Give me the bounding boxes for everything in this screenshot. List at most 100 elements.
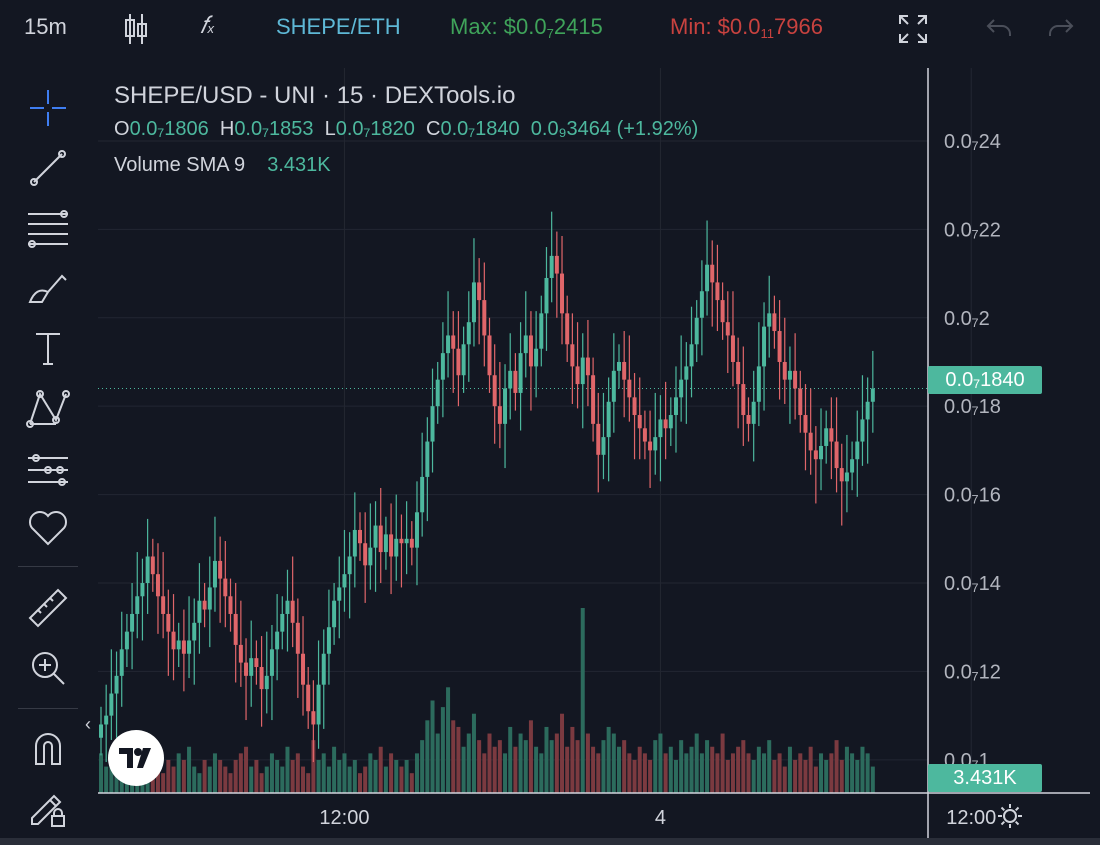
candle-body xyxy=(197,600,202,623)
candle-body xyxy=(104,715,109,725)
candle-body xyxy=(736,361,741,385)
candle-body xyxy=(819,445,824,460)
candle-body xyxy=(337,587,342,601)
magnet-icon[interactable] xyxy=(24,724,72,772)
candles-icon[interactable] xyxy=(124,12,148,53)
candle-body xyxy=(508,370,513,389)
price-chart[interactable]: 0.0₇24 0.0₇22 0.0₇2 0.0₇18 0.0₇16 0.0₇14 0.0₇1… xyxy=(0,60,1100,845)
candle-body xyxy=(580,357,585,385)
candle-body xyxy=(414,512,419,548)
undo-icon[interactable] xyxy=(986,18,1012,44)
candle-body xyxy=(202,600,207,610)
volume-bar xyxy=(534,746,539,793)
zoom-icon[interactable] xyxy=(24,644,72,692)
y-tick-label: 0.0₇16 xyxy=(944,485,1001,507)
volume-bar xyxy=(782,766,787,793)
volume-bar xyxy=(399,766,404,793)
volume-bar xyxy=(409,773,414,793)
volume-bar xyxy=(155,766,160,793)
volume-bar xyxy=(699,753,704,793)
volume-bar xyxy=(321,753,326,793)
volume-bar xyxy=(187,746,192,793)
ruler-icon[interactable] xyxy=(24,584,72,632)
volume-bar xyxy=(290,759,295,793)
volume-bar xyxy=(642,753,647,793)
candle-body xyxy=(446,335,451,354)
candle-body xyxy=(523,335,528,354)
candle-body xyxy=(528,335,533,367)
volume-bar xyxy=(368,753,373,793)
volume-bar xyxy=(171,766,176,793)
volume-bar xyxy=(363,766,368,793)
close-value: 0.0₇1840 xyxy=(440,118,520,140)
chart-area[interactable]: 0.0₇24 0.0₇22 0.0₇2 0.0₇18 0.0₇16 0.0₇14 0.0₇1… xyxy=(0,60,1100,845)
candle-body xyxy=(673,397,678,416)
candle-body xyxy=(570,344,575,367)
candle-body xyxy=(850,459,855,473)
volume-bar xyxy=(347,766,352,793)
candle-body xyxy=(787,370,792,380)
volume-bar xyxy=(689,746,694,793)
tradingview-logo[interactable] xyxy=(108,730,164,786)
candle-body xyxy=(264,675,269,690)
candle-body xyxy=(109,693,114,716)
candle-body xyxy=(793,370,798,389)
settings-gear-icon[interactable] xyxy=(996,802,1024,835)
candle-body xyxy=(606,401,611,438)
redo-icon[interactable] xyxy=(1048,18,1074,44)
volume-bar xyxy=(389,753,394,793)
candle-body xyxy=(824,428,829,446)
candle-body xyxy=(549,255,554,278)
brush-icon[interactable] xyxy=(24,264,72,312)
text-icon[interactable] xyxy=(24,324,72,372)
volume-bar xyxy=(492,746,497,793)
volume-bar xyxy=(301,766,306,793)
forecast-icon[interactable] xyxy=(24,444,72,492)
volume-bar xyxy=(762,753,767,793)
candle-body xyxy=(394,538,399,557)
favorites-icon[interactable] xyxy=(24,504,72,552)
candle-body xyxy=(373,525,378,548)
pattern-icon[interactable] xyxy=(24,384,72,432)
volume-bar xyxy=(487,733,492,793)
candle-body xyxy=(860,419,865,442)
pair-selector[interactable]: SHEPE/ETH xyxy=(276,14,401,39)
candle-body xyxy=(409,538,414,548)
y-tick-label: 0.0₇18 xyxy=(944,396,1001,418)
candle-body xyxy=(207,587,212,610)
trendline-icon[interactable] xyxy=(24,144,72,192)
interval-button[interactable]: 15m xyxy=(24,14,67,39)
lock-draw-icon[interactable] xyxy=(24,784,72,832)
candle-body xyxy=(487,335,492,376)
drawing-toolbar: ‹ xyxy=(0,60,96,845)
candle-body xyxy=(844,472,849,482)
candle-body xyxy=(585,357,590,376)
volume-bar xyxy=(425,720,430,793)
volume-bar xyxy=(617,746,621,793)
fullscreen-icon[interactable] xyxy=(898,14,928,50)
volume-bar xyxy=(254,759,259,793)
candle-body xyxy=(223,578,228,597)
candle-body xyxy=(275,631,280,650)
candle-body xyxy=(813,450,818,460)
volume-bar xyxy=(99,753,103,793)
volume-bar xyxy=(808,746,813,793)
candle-body xyxy=(518,353,523,393)
candle-body xyxy=(404,538,409,544)
volume-bar xyxy=(249,766,254,793)
volume-bar xyxy=(730,753,735,793)
crosshair-icon[interactable] xyxy=(24,84,72,132)
indicators-icon[interactable]: 𝑓x xyxy=(200,12,214,39)
candle-body xyxy=(710,264,715,283)
volume-bar xyxy=(378,746,383,793)
candle-body xyxy=(632,397,637,416)
candle-body xyxy=(751,401,756,424)
fib-icon[interactable] xyxy=(24,204,72,252)
collapse-chevron-icon[interactable]: ‹ xyxy=(85,713,91,734)
chart-title: SHEPE/USD - UNI · 15 · DEXTools.io xyxy=(114,82,516,109)
volume-bar xyxy=(648,759,653,793)
volume-bar xyxy=(503,753,508,793)
candle-body xyxy=(352,529,357,557)
low-key: L xyxy=(324,118,336,140)
candle-body xyxy=(295,622,300,654)
